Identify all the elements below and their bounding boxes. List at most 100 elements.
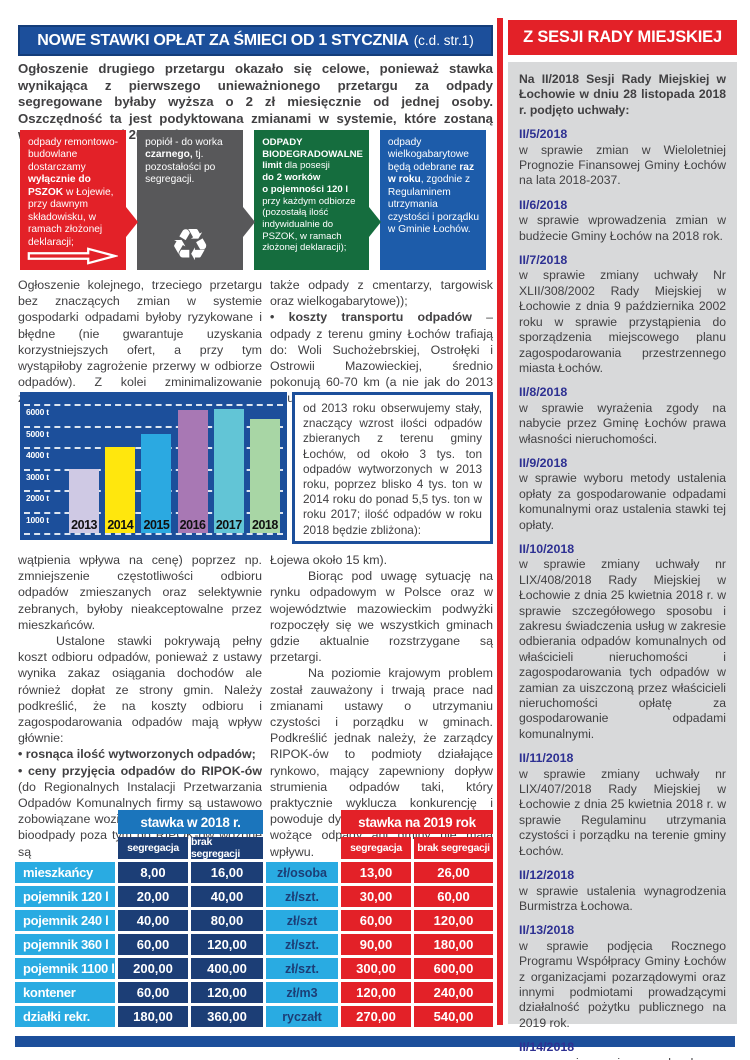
table-subheader-segregation-2019: segregacja [341,837,411,859]
info-box-text-bold: ODPADY BIODEGRADOWALNE [262,137,363,160]
paragraph: Łojewa około 15 km). [270,553,388,567]
chart-y-tick-label: 6000 t [26,407,49,417]
resolution-item: II/8/2018 w sprawie wyrażenia zgody na na… [519,385,726,447]
table-cell-unit: zł/m3 [266,982,338,1003]
resolution-number: II/11/2018 [519,751,574,766]
paragraph: Biorąc pod uwagę sytuację na rynku odpad… [270,569,493,665]
info-box-text: w Łojewie, przy dawnym składowisku, w ra… [28,186,114,248]
table-cell-label: działki rekr. [15,1006,115,1027]
info-box-text: przy każdym odbiorze (pozostałą ilość in… [262,195,356,254]
table-cell-b19: 26,00 [414,862,493,883]
table-cell-s19: 120,00 [341,982,411,1003]
info-box-construction-waste: odpady remontowo-budowlane dostarczamy w… [20,130,139,270]
info-box-text: dla posesji [281,160,330,172]
resolution-text: w sprawie zmiany uchwały nr LIX/408/2018… [519,557,726,741]
paragraph: Ustalone stawki pokrywają pełny koszt od… [18,634,262,746]
table-cell-s19: 60,00 [341,910,411,931]
info-box-text: , zgodnie z Regulaminem utrzymania czyst… [387,174,480,236]
resolution-text: w sprawie ustalenia wynagrodzenia Burmis… [519,883,726,913]
resolution-number: II/5/2018 [519,127,568,142]
table-cell-s18: 200,00 [118,958,188,979]
table-cell-unit: zł/szt. [266,958,338,979]
resolution-text: w sprawie wyboru metody ustalenia opłaty… [519,471,726,532]
info-box-text-bold: limit [262,160,282,172]
table-cell-s18: 60,00 [118,982,188,1003]
waste-volume-bar-chart: 6000 t 5000 t 4000 t 3000 t 2000 t 1000 t 2013… [20,392,287,540]
resolution-item: II/13/2018 w sprawie podjęcia Rocznego Pr… [519,923,726,1031]
chart-bar-2016 [177,410,208,533]
info-box-bulky-waste: odpady wielkogabarytowe będą odebrane ra… [379,130,487,270]
table-cell-b19: 600,00 [414,958,493,979]
info-box-text-bold: wyłącznie do PSZOK [28,174,91,198]
table-cell-s19: 300,00 [341,958,411,979]
table-cell-s18: 40,00 [118,910,188,931]
table-cell-b18: 80,00 [191,910,263,931]
info-box-ash: popiół - do worka czarnego, tj. pozostał… [137,130,256,270]
resolution-number: II/14/2018 [519,1040,575,1055]
chart-gridline [24,404,283,406]
table-cell-s19: 90,00 [341,934,411,955]
body-column-right: także odpady z cmentarzy, targowisk oraz… [270,277,493,407]
table-cell-b18: 40,00 [191,886,263,907]
table-cell-label: kontener [15,982,115,1003]
resolution-item: II/6/2018 w sprawie wprowadzenia zmian w … [519,198,726,244]
table-cell-b18: 120,00 [191,982,263,1003]
paragraph: także odpady z cmentarzy, targowisk oraz… [270,278,493,309]
chevron-right-icon [126,207,139,237]
chart-bar-2015 [141,434,172,533]
table-cell-b18: 400,00 [191,958,263,979]
intro-paragraph: Ogłoszenie drugiego przetargu okazało si… [18,61,493,142]
table-cell-b19: 540,00 [414,1006,493,1027]
resolution-text: w sprawie podjęcia Rocznego Programu Wsp… [519,938,726,1030]
bullet-icon: • [18,747,23,762]
article-title: NOWE STAWKI OPŁAT ZA ŚMIECI OD 1 STYCZNI… [37,31,409,49]
table-cell-s18: 20,00 [118,886,188,907]
resolution-number: II/10/2018 [519,541,575,556]
resolution-number: II/8/2018 [519,385,568,400]
resolution-item: II/5/2018 w sprawie zmian w Wieloletniej … [519,127,726,189]
table-cell-unit: zł/osoba [266,862,338,883]
right-arrow-icon [27,247,118,265]
table-cell-unit: zł/szt. [266,886,338,907]
table-header-2019: stawka na 2019 rok [341,810,493,834]
resolution-item: II/11/2018 w sprawie zmiany uchwały nr LI… [519,751,726,859]
table-cell-b19: 60,00 [414,886,493,907]
info-box-text: odpady wielkogabarytowe będą odebrane [387,137,469,173]
sidebar-title: Z SESJI RADY MIEJSKIEJ [508,20,737,55]
resolution-text: w sprawie wprowadzenia zmian w budżecie … [519,213,726,243]
resolution-item: II/12/2018 w sprawie ustalenia wynagrodze… [519,868,726,914]
bullet-icon: • [18,763,23,778]
resolution-number: II/7/2018 [519,253,568,268]
table-cell-b19: 120,00 [414,910,493,931]
bullet-lead: koszty transportu odpadów [288,310,472,325]
table-subheader-segregation-2018: segregacja [118,837,188,859]
table-cell-b18: 16,00 [191,862,263,883]
chart-note-box: od 2013 roku obserwujemy stały, znaczący… [292,392,493,544]
info-box-text-bold: do 2 worków [262,172,321,184]
chart-bar-2013 [69,468,100,533]
red-vertical-divider [497,18,503,1025]
chart-y-tick-label: 2000 t [26,493,49,503]
resolution-number: II/13/2018 [519,923,575,938]
table-subheader-no-segregation-2019: brak segregacji [414,837,493,859]
table-cell-b19: 240,00 [414,982,493,1003]
table-cell-label: mieszkańcy [15,862,115,883]
chevron-right-icon [368,207,381,237]
table-subheader-no-segregation-2018: brak segregacji [191,836,263,860]
resolution-text: w sprawie zmiany uchwały nr LIX/407/2018… [519,766,726,858]
info-box-text: tj. pozostałości po segregacji. [145,149,216,186]
table-cell-b18: 120,00 [191,934,263,955]
resolution-item: II/9/2018 w sprawie wyboru metody ustalen… [519,456,726,533]
chart-bar-year-label: 2016 [179,518,206,532]
table-header-2018: stawka w 2018 r. [118,810,263,834]
resolution-text: w sprawie wyrażenia zgody na nabycie prz… [519,400,726,446]
rates-table: stawka w 2018 r. stawka na 2019 rok segr… [15,810,493,1027]
chart-bar-2014 [105,447,136,533]
table-cell-s19: 30,00 [341,886,411,907]
chart-bar-year-label: 2018 [252,518,278,532]
info-box-text: popiół - do worka [145,137,223,148]
paragraph: Ogłoszenie kolejnego, trzeciego przetarg… [18,278,262,405]
sidebar-body: Na II/2018 Sesji Rady Miejskiej w Łochow… [508,62,737,1060]
